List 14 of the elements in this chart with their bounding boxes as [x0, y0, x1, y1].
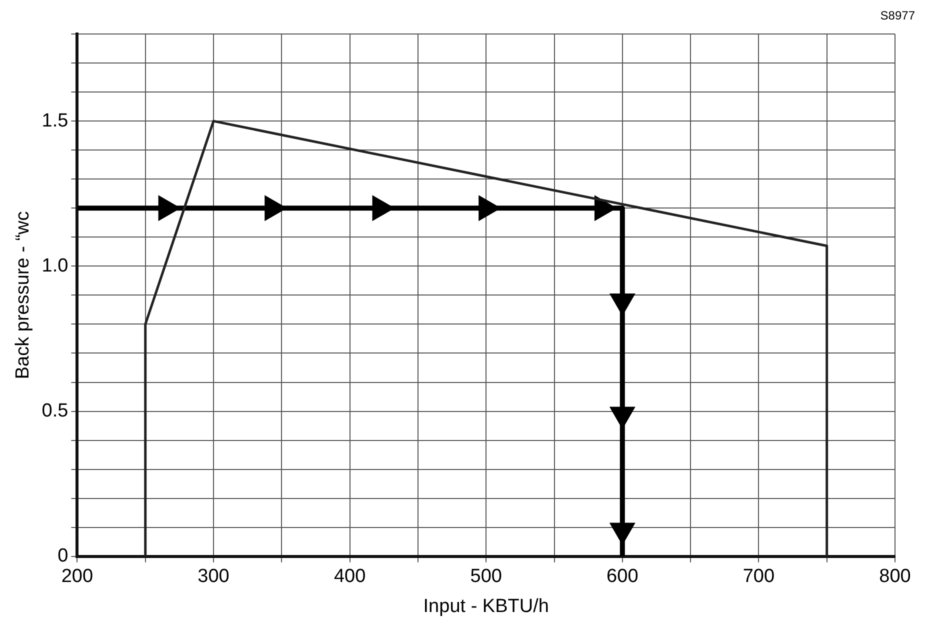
- y-tick-label: 0.5: [42, 400, 68, 422]
- text: S8977: [880, 8, 916, 22]
- x-tick-label: 400: [334, 566, 366, 588]
- x-axis-title: Input - KBTU/h: [423, 596, 549, 617]
- y-tick-label: 0: [58, 546, 68, 567]
- x-tick-label: 300: [198, 566, 230, 588]
- y-tick-label: 1.5: [42, 110, 68, 132]
- y-tick-label: 1.0: [42, 255, 68, 276]
- x-tick-label: 700: [742, 566, 775, 588]
- x-tick-label: 200: [61, 566, 94, 588]
- y-axis-title: Back pressure - “wc: [12, 211, 34, 380]
- x-tick-label: 500: [470, 566, 502, 588]
- x-tick-label: 800: [879, 566, 911, 588]
- x-tick-label: 600: [606, 566, 638, 588]
